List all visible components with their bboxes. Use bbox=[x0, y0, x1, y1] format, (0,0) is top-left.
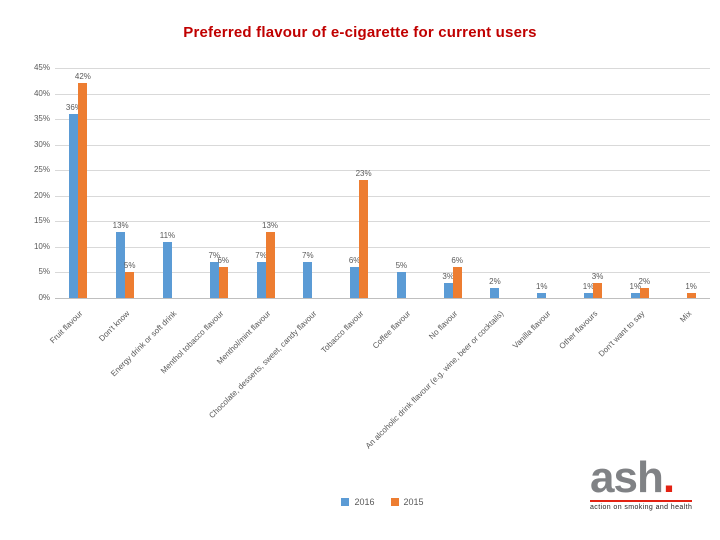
bar-2015 bbox=[639, 287, 649, 298]
gridline bbox=[55, 246, 710, 248]
bar-2016 bbox=[116, 231, 126, 298]
legend-label: 2015 bbox=[403, 497, 424, 507]
gridline bbox=[55, 68, 710, 69]
bar-2015 bbox=[265, 231, 275, 298]
chart-title: Preferred flavour of e-cigarette for cur… bbox=[183, 24, 537, 41]
bar-2016 bbox=[490, 287, 500, 298]
x-axis-label: An alcoholic drink flavour (e.g. wine, b… bbox=[364, 309, 506, 451]
bar-value-label: 7% bbox=[208, 251, 221, 261]
bar-value-label: 5% bbox=[395, 261, 408, 271]
bar-value-label: 11% bbox=[159, 230, 176, 240]
legend-swatch-icon bbox=[341, 498, 350, 506]
bar-2016 bbox=[350, 267, 360, 298]
plot-area: 36% 42% 13% 5% 11% 7% 6% 7% 13% 7% 6% 23% 5% 3% 6% 2% 1%… bbox=[55, 68, 710, 299]
x-axis-label: No flavour bbox=[426, 309, 460, 342]
bar-value-label: 3% bbox=[591, 271, 604, 281]
x-axis-label: Other flavours bbox=[557, 309, 600, 351]
bar-2016 bbox=[537, 292, 547, 298]
legend-label: 2016 bbox=[354, 497, 375, 507]
gridline bbox=[55, 272, 710, 274]
ash-logo-tagline: action on smoking and health bbox=[590, 500, 693, 511]
y-axis-tick-label: 15% bbox=[33, 216, 50, 226]
bar-value-label: 7% bbox=[255, 251, 267, 261]
bar-value-label: 1% bbox=[582, 281, 595, 291]
y-axis-tick-label: 20% bbox=[33, 190, 50, 200]
bar-value-label: 6% bbox=[348, 256, 361, 266]
bar-value-label: 13% bbox=[112, 220, 129, 230]
bar-value-label: 1% bbox=[629, 281, 642, 291]
bar-2016 bbox=[630, 292, 640, 298]
bar-value-label: 5% bbox=[123, 261, 136, 271]
gridline bbox=[55, 93, 710, 95]
y-axis-tick-label: 45% bbox=[33, 63, 50, 72]
y-axis-tick-label: 40% bbox=[33, 88, 50, 98]
x-axis-label: Coffee flavour bbox=[370, 309, 413, 351]
bar-value-label: 7% bbox=[302, 251, 314, 261]
bar-2015 bbox=[593, 282, 603, 298]
gridline bbox=[55, 170, 710, 172]
gridline bbox=[55, 119, 710, 121]
ash-logo: ash. action on smoking and health bbox=[590, 455, 702, 514]
y-axis-tick-label: 25% bbox=[33, 165, 50, 175]
gridline bbox=[55, 195, 710, 197]
chart-legend: 2016 2015 bbox=[55, 497, 710, 507]
y-axis: 45% 40% 35% 30% 25% 20% 15% 10% 5% 0% bbox=[8, 64, 50, 302]
bar-value-label: 2% bbox=[489, 276, 501, 286]
bar-2016 bbox=[584, 292, 594, 298]
bar-2016 bbox=[443, 282, 453, 298]
bar-2015 bbox=[686, 292, 696, 298]
bar-2015 bbox=[78, 83, 88, 298]
legend-item-2015: 2015 bbox=[390, 497, 424, 507]
legend-item-2016: 2016 bbox=[341, 497, 375, 507]
bar-value-label: 6% bbox=[217, 256, 230, 266]
legend-swatch-icon bbox=[390, 498, 399, 506]
x-axis-label: Tobacco flavour bbox=[319, 309, 366, 355]
ash-logo-dot: . bbox=[662, 452, 675, 502]
y-axis-tick-label: 35% bbox=[33, 114, 50, 124]
gridline bbox=[55, 221, 710, 223]
bar-2016 bbox=[303, 262, 313, 298]
bar-value-label: 23% bbox=[355, 169, 372, 179]
x-axis-label: Chocolate, desserts, sweet, candy flavou… bbox=[207, 309, 319, 421]
bar-2015 bbox=[452, 267, 462, 298]
bar-value-label: 13% bbox=[262, 220, 279, 230]
bar-value-label: 3% bbox=[442, 271, 454, 281]
bar-2016 bbox=[209, 262, 219, 298]
gridline bbox=[55, 144, 710, 146]
bar-value-label: 1% bbox=[535, 281, 548, 291]
bar-2015 bbox=[125, 272, 135, 298]
ash-logo-word: ash. bbox=[590, 455, 702, 499]
bar-value-label: 42% bbox=[74, 72, 91, 82]
bar-2015 bbox=[218, 267, 228, 298]
bar-2016 bbox=[396, 272, 406, 298]
bar-2016 bbox=[162, 241, 172, 298]
y-axis-tick-label: 5% bbox=[38, 267, 50, 277]
bar-value-label: 1% bbox=[685, 281, 697, 291]
y-axis-tick-label: 30% bbox=[33, 139, 50, 149]
y-axis-tick-label: 10% bbox=[33, 241, 50, 251]
x-axis-label: Vanilla flavour bbox=[511, 309, 553, 351]
bar-value-label: 36% bbox=[65, 103, 82, 112]
bar-value-label: 6% bbox=[451, 256, 463, 266]
x-axis-label: Menthol tobacco flavour bbox=[158, 309, 226, 376]
y-axis-tick-label: 0% bbox=[38, 293, 50, 302]
bar-2016 bbox=[256, 262, 266, 298]
bar-value-label: 2% bbox=[638, 276, 651, 286]
x-axis-label: Menthol/mint flavour bbox=[214, 309, 272, 367]
ash-logo-text: ash bbox=[590, 452, 664, 502]
bar-2015 bbox=[359, 180, 369, 298]
bar-2016 bbox=[69, 114, 79, 298]
